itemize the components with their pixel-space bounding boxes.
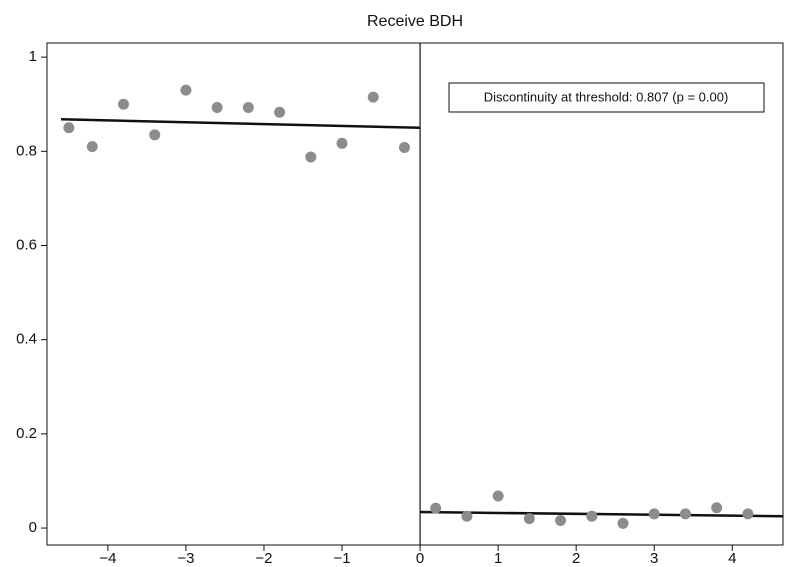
point [117,98,129,110]
x-tick-label: −2 [255,550,272,567]
x-tick-label: 3 [650,550,658,567]
point [711,502,723,514]
fit-line [61,118,421,130]
x-tick-label: 1 [494,550,502,567]
point [180,84,192,96]
point [305,151,317,163]
point [398,142,410,154]
point [211,102,223,114]
y-tick-label: 0.2 [16,425,37,442]
fit-line [420,510,784,518]
point [336,137,348,149]
x-tick-label: 4 [728,550,736,567]
x-tick-label: 0 [416,550,424,567]
annotation-box [448,82,765,113]
y-tick-label: 1 [29,48,37,65]
x-tick-label: 2 [572,550,580,567]
x-tick-label: −1 [333,550,350,567]
annotation: Discontinuity at threshold: 0.807 (p = 0… [484,89,729,104]
point [274,106,286,118]
point [586,510,598,522]
point [242,102,254,114]
point [63,122,75,134]
point [617,517,629,529]
plot-frame [46,42,784,546]
x-tick-label: −3 [177,550,194,567]
point [367,91,379,103]
point [461,510,473,522]
point [679,508,691,520]
point [86,141,98,153]
y-tick-label: 0.4 [16,331,37,348]
y-tick-label: 0.6 [16,236,37,253]
y-tick-label: 0.8 [16,142,37,159]
y-tick-label: 0 [29,519,37,536]
point [149,129,161,141]
point [523,513,535,525]
point [430,502,442,514]
x-tick-label: −4 [99,550,116,567]
point [742,508,754,520]
point [492,490,504,502]
chart-title: Receive BDH [367,13,463,30]
point [555,515,567,527]
point [648,508,660,520]
